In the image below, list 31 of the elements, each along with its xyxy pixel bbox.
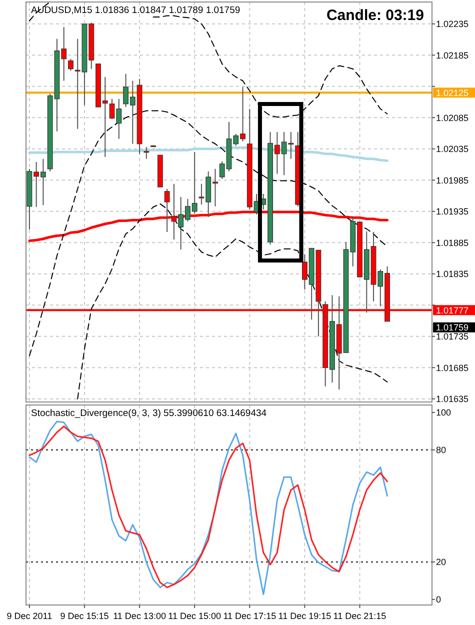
x-tick-label: 11 Dec 13:00 — [113, 611, 166, 621]
x-tick-label: 11 Dec 15:00 — [168, 611, 222, 621]
y-tick-label: 1.02235 — [436, 19, 469, 30]
y-tick-label: 100 — [436, 408, 452, 418]
x-tick-label: 11 Dec 19:15 — [278, 611, 332, 621]
candlestick — [68, 58, 74, 72]
y-tick-label: 1.01685 — [436, 362, 469, 373]
y-tick-label: 1.02035 — [436, 144, 469, 154]
y-tick-label: 0 — [436, 594, 442, 605]
ref-line-label: 1.02125 — [436, 88, 469, 98]
y-tick-label: 1.02085 — [436, 112, 469, 123]
y-tick-label: 1.01935 — [436, 206, 469, 217]
x-tick-label: 11 Dec 21:15 — [333, 611, 386, 621]
line-series — [77, 203, 388, 400]
y-tick-label: 1.01635 — [436, 394, 469, 404]
line-series — [28, 110, 388, 356]
y-tick-label: 1.02185 — [436, 50, 469, 60]
annotation: Candle: 03:19 — [326, 7, 424, 24]
text: 1.01759 — [436, 322, 469, 333]
y-tick-label: 1.01985 — [436, 175, 469, 186]
y-tick-label: 1.01735 — [436, 332, 469, 342]
candlestick — [144, 146, 150, 160]
y-tick-label: 20 — [436, 557, 446, 568]
x-tick-label: 9 Dec 15:15 — [60, 611, 109, 621]
x-tick-label: 11 Dec 17:15 — [223, 611, 276, 621]
ref-line-label: 1.01777 — [436, 305, 469, 316]
y-tick-label: 1.01885 — [436, 238, 469, 248]
chart-title: Stochastic_Divergence(9, 3, 3) 55.3990610 63.1469434 — [31, 408, 267, 419]
x-tick-label: 9 Dec 2011 — [6, 611, 52, 621]
y-tick-label: 80 — [436, 445, 446, 456]
y-tick-label: 1.01835 — [436, 269, 469, 280]
